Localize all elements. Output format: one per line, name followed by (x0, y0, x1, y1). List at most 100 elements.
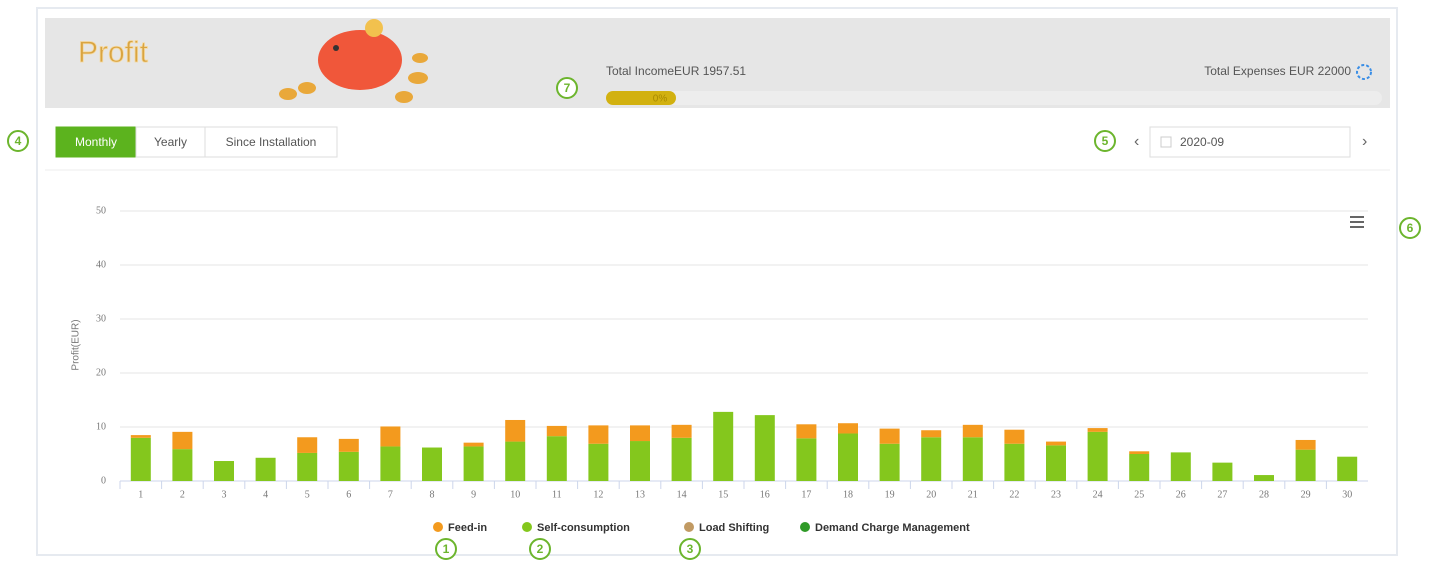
bar (963, 425, 983, 437)
bar (796, 438, 816, 481)
bar (880, 444, 900, 481)
legend-label[interactable]: Self-consumption (537, 522, 630, 534)
x-tick-label: 6 (346, 489, 351, 500)
screen: Profit Total IncomeEUR 1957.51 0% Total … (0, 0, 1435, 566)
bar (880, 429, 900, 444)
tab-label[interactable]: Yearly (154, 135, 187, 149)
y-tick-label: 10 (96, 421, 106, 432)
bar (630, 441, 650, 481)
progress-label: 0% (653, 94, 668, 105)
tabs: Monthly Yearly Since Installation (56, 127, 337, 157)
x-tick-label: 11 (552, 489, 562, 500)
header-title: Profit (78, 36, 149, 69)
bar (588, 444, 608, 481)
x-tick-label: 15 (718, 489, 728, 500)
x-tick-label: 1 (138, 489, 143, 500)
annotation-label: 2 (537, 542, 544, 556)
x-tick-label: 30 (1342, 489, 1352, 500)
annotation-label: 1 (443, 542, 450, 556)
bar (1296, 440, 1316, 450)
x-tick-label: 9 (471, 489, 476, 500)
prev-button[interactable]: ‹ (1134, 133, 1139, 150)
legend-label[interactable]: Load Shifting (699, 522, 769, 534)
bar (131, 438, 151, 481)
annotation-label: 7 (564, 81, 571, 95)
bar (755, 415, 775, 481)
bar (1046, 442, 1066, 446)
bar (1004, 430, 1024, 444)
bar (588, 425, 608, 443)
tab-label[interactable]: Monthly (75, 135, 117, 149)
x-tick-label: 16 (760, 489, 770, 500)
y-axis-label: Profit(EUR) (71, 319, 82, 370)
income-label: Total IncomeEUR 1957.51 (606, 64, 746, 78)
bar (630, 425, 650, 441)
bar (713, 412, 733, 481)
legend-marker[interactable] (433, 522, 443, 532)
bar (1129, 451, 1149, 454)
x-tick-label: 19 (885, 489, 895, 500)
y-tick-label: 40 (96, 259, 106, 270)
x-tick-label: 18 (843, 489, 853, 500)
annotation-label: 4 (15, 134, 22, 148)
x-tick-label: 17 (801, 489, 811, 500)
expenses-label: Total Expenses EUR 22000 (1204, 64, 1351, 78)
bar (464, 443, 484, 447)
x-tick-label: 28 (1259, 489, 1269, 500)
bar (838, 433, 858, 481)
x-tick-label: 7 (388, 489, 393, 500)
y-tick-label: 50 (96, 205, 106, 216)
x-tick-label: 14 (677, 489, 687, 500)
x-tick-label: 4 (263, 489, 268, 500)
bar (131, 435, 151, 438)
annotation-label: 6 (1407, 221, 1414, 235)
y-tick-label: 30 (96, 313, 106, 324)
bar (672, 425, 692, 438)
chart-menu[interactable] (1350, 216, 1364, 228)
bar (1296, 450, 1316, 481)
bar (297, 453, 317, 481)
bar (1171, 452, 1191, 481)
bar (1046, 445, 1066, 481)
bar (1088, 428, 1108, 432)
y-tick-label: 0 (101, 475, 106, 486)
x-tick-label: 12 (593, 489, 603, 500)
bar (339, 452, 359, 481)
bar (796, 424, 816, 438)
bar (672, 438, 692, 481)
y-tick-label: 20 (96, 367, 106, 378)
x-tick-label: 3 (222, 489, 227, 500)
x-tick-label: 13 (635, 489, 645, 500)
bar (1004, 444, 1024, 481)
next-button[interactable]: › (1362, 133, 1367, 150)
legend-marker[interactable] (684, 522, 694, 532)
legend-label[interactable]: Feed-in (448, 522, 487, 534)
bar (838, 423, 858, 433)
x-tick-label: 25 (1134, 489, 1144, 500)
page: Profit Total IncomeEUR 1957.51 0% Total … (0, 0, 1435, 571)
x-tick-label: 5 (305, 489, 310, 500)
bar (464, 446, 484, 481)
bar (339, 439, 359, 452)
x-tick-label: 24 (1093, 489, 1103, 500)
legend-marker[interactable] (522, 522, 532, 532)
x-tick-label: 21 (968, 489, 978, 500)
bar (1129, 454, 1149, 481)
bar (1212, 463, 1232, 481)
x-tick-label: 26 (1176, 489, 1186, 500)
annotation-label: 5 (1102, 134, 1109, 148)
bar (547, 426, 567, 436)
bar (963, 437, 983, 481)
legend-label[interactable]: Demand Charge Management (815, 522, 970, 534)
x-tick-label: 22 (1009, 489, 1019, 500)
date-value: 2020-09 (1180, 135, 1224, 149)
x-tick-label: 20 (926, 489, 936, 500)
x-tick-label: 10 (510, 489, 520, 500)
annotation-label: 3 (687, 542, 694, 556)
legend-marker[interactable] (800, 522, 810, 532)
bar (921, 437, 941, 481)
bar (547, 436, 567, 481)
bar (214, 461, 234, 481)
bar (505, 442, 525, 481)
tab-label[interactable]: Since Installation (226, 135, 317, 149)
